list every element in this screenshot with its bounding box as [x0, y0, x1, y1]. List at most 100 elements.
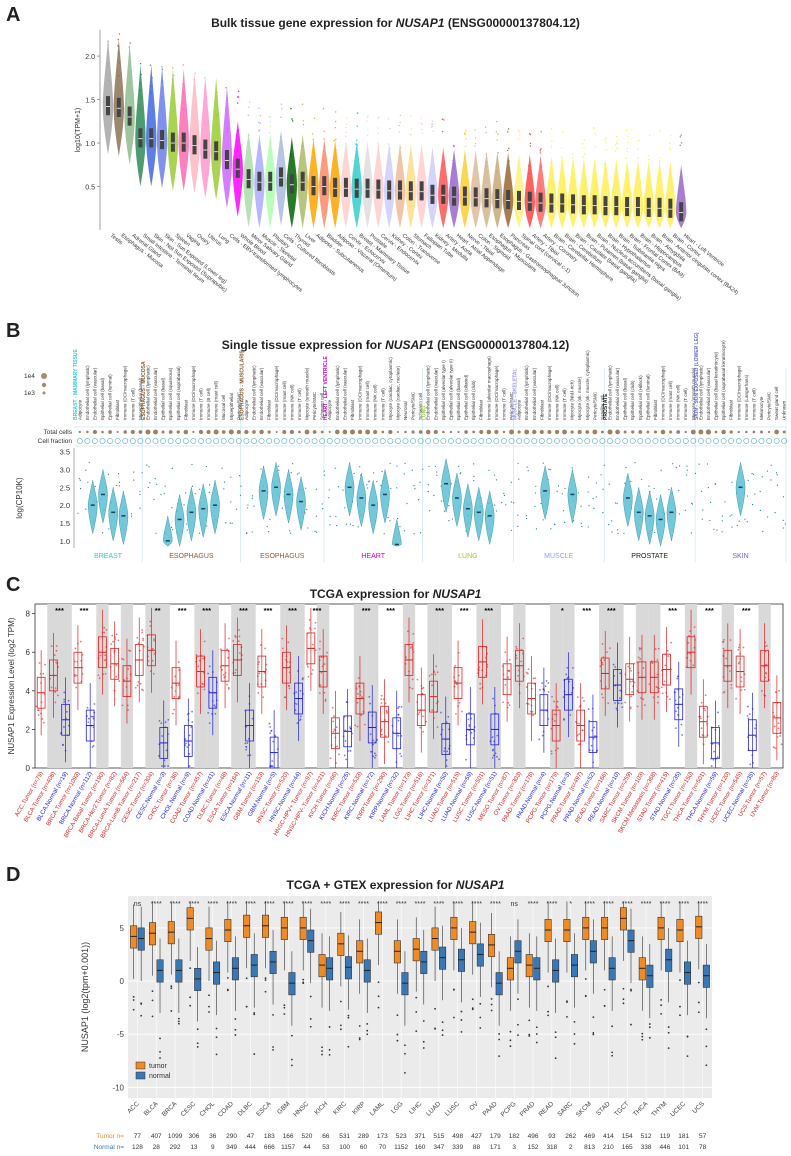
total-cells-dot — [404, 430, 407, 434]
point-c — [324, 700, 327, 702]
outlier-a — [627, 141, 629, 144]
total-cells-dot — [705, 429, 712, 435]
point-c — [257, 692, 260, 694]
point-c — [422, 730, 424, 733]
cell-point — [315, 515, 318, 517]
point-c — [642, 698, 645, 701]
cell-point — [139, 490, 141, 493]
total-cells-dot — [646, 430, 650, 434]
point-c — [134, 686, 137, 689]
point-c — [246, 742, 249, 744]
point-c — [574, 720, 577, 723]
tumor-n-d: 1099 — [168, 1133, 183, 1140]
total-cells-dot — [259, 429, 264, 435]
outlier-a — [248, 106, 250, 108]
x-label-d: ESCA — [255, 1100, 273, 1118]
outlier-d — [253, 1012, 256, 1014]
cell-point — [770, 479, 772, 481]
point-c — [578, 733, 581, 735]
point-c — [692, 664, 695, 667]
sig-c: *** — [668, 606, 677, 615]
point-c — [213, 704, 216, 707]
point-c — [729, 639, 732, 641]
outlier-a — [680, 142, 683, 144]
total-cells-dot — [267, 430, 271, 434]
tumor-n-d: 36 — [209, 1133, 217, 1140]
box-a — [246, 169, 251, 189]
violin-a — [600, 158, 611, 229]
violin-b — [344, 462, 355, 516]
cell-type-label: Unknown — [782, 400, 787, 420]
total-cells-dot — [236, 429, 241, 435]
point-c — [553, 713, 556, 716]
point-c — [103, 659, 106, 662]
y-tick-label-d: 5 — [120, 924, 125, 933]
outlier-a — [377, 132, 379, 134]
total-cells-dot — [714, 430, 718, 434]
outlier-d — [253, 1053, 256, 1055]
outlier-d — [377, 995, 380, 998]
cell-point — [459, 473, 461, 475]
cell-fraction-circle — [463, 438, 469, 444]
cell-point — [602, 512, 604, 514]
point-c — [428, 674, 431, 677]
outlier-a — [637, 178, 639, 180]
total-cells-dot — [108, 430, 112, 434]
outlier-d — [422, 1047, 425, 1049]
point-c — [551, 695, 553, 698]
cell-point — [448, 519, 450, 522]
cell-point — [460, 472, 462, 474]
cell-point — [690, 502, 693, 504]
outlier-a — [290, 107, 292, 110]
outlier-a — [226, 126, 229, 129]
point-c — [740, 680, 743, 683]
tumor-n-d: 173 — [377, 1133, 388, 1140]
outlier-a — [366, 134, 369, 136]
cell-fraction-circle — [379, 438, 386, 444]
point-c — [262, 696, 265, 699]
point-c — [446, 750, 449, 753]
box-a — [506, 190, 511, 210]
outlier-a — [605, 149, 608, 151]
panel-b-title-suffix: (ENSG00000137804.12) — [433, 338, 570, 352]
total-cells-dot — [206, 429, 211, 435]
outlier-d — [177, 1017, 180, 1020]
cell-point — [298, 472, 300, 474]
point-c — [42, 672, 45, 675]
outlier-a — [322, 150, 325, 153]
point-c — [349, 727, 352, 730]
point-c — [141, 629, 144, 631]
normal-n-d: 813 — [584, 1144, 595, 1151]
point-c — [384, 702, 387, 705]
cell-point — [101, 532, 104, 534]
point-c — [311, 643, 314, 646]
total-cells-dot — [298, 430, 301, 434]
sig-d: **** — [151, 901, 162, 908]
outlier-a — [378, 145, 380, 147]
sig-d: **** — [358, 901, 369, 908]
cell-point — [782, 527, 784, 529]
outlier-a — [658, 178, 660, 181]
point-c — [581, 729, 584, 732]
panel-b: B Single tissue expression for NUSAP1 (E… — [0, 316, 791, 564]
box-d — [457, 948, 465, 972]
cell-point — [648, 485, 650, 487]
outlier-d — [705, 1028, 708, 1031]
total-cells-dot — [320, 430, 324, 434]
cell-point — [404, 462, 406, 464]
point-c — [661, 692, 664, 695]
tumor-n-d: 414 — [603, 1133, 614, 1140]
cell-point — [775, 472, 778, 474]
outlier-a — [670, 181, 672, 183]
panel-a-title-text: Bulk tissue gene expression for — [211, 16, 396, 30]
point-c — [188, 744, 191, 746]
point-c — [270, 730, 273, 732]
cell-fraction-circle — [92, 438, 98, 444]
box-a — [462, 186, 467, 206]
total-cells-dot — [130, 429, 135, 435]
cell-fraction-circle — [182, 438, 189, 444]
point-c — [704, 709, 707, 712]
cell-point — [334, 467, 336, 469]
box-d — [326, 957, 334, 981]
